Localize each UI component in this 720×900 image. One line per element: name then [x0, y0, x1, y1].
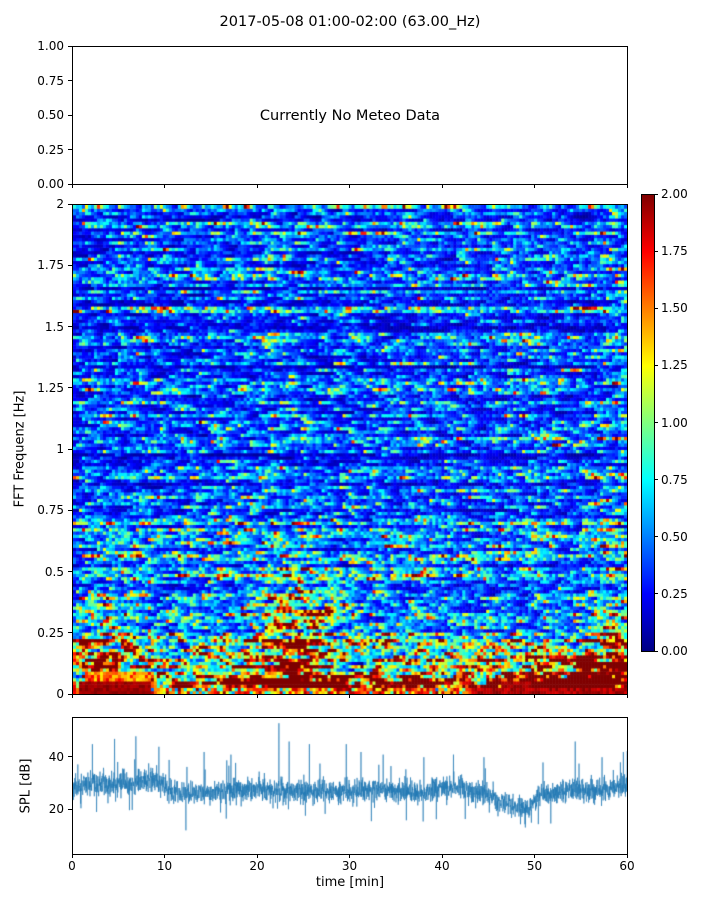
spec-y-tick	[68, 387, 72, 389]
meteo-x-tick	[256, 184, 258, 188]
colorbar-tick-label: 1.50	[661, 301, 688, 316]
spl-x-tick	[164, 854, 165, 858]
spec-y-tick-label: 0.5	[44, 564, 64, 579]
spl-x-tick-label: 50	[526, 859, 543, 873]
meteo-y-tick	[68, 149, 72, 150]
spl-panel	[72, 717, 628, 855]
spl-line-plot	[73, 718, 627, 854]
meteo-x-tick	[626, 184, 628, 188]
meteo-y-tick	[68, 114, 72, 116]
meteo-y-tick-label: 0.25	[37, 142, 64, 157]
meteo-panel: Currently No Meteo Data	[72, 46, 628, 185]
colorbar-tick	[654, 364, 658, 366]
spec-x-tick	[349, 694, 350, 698]
spl-y-tick-label: 20	[48, 802, 64, 817]
colorbar-tick	[654, 536, 658, 538]
meteo-y-tick	[68, 45, 72, 47]
colorbar-tick	[654, 650, 658, 652]
spl-x-tick-label: 20	[249, 859, 265, 873]
colorbar-tick	[654, 479, 658, 481]
spec-x-tick	[441, 694, 443, 698]
spl-x-tick	[626, 854, 628, 858]
spl-x-tick	[534, 854, 535, 858]
spectrogram-panel	[72, 204, 628, 695]
no-meteo-data-message: Currently No Meteo Data	[259, 107, 441, 124]
colorbar-tick-label: 0.50	[661, 529, 688, 544]
meteo-y-tick-label: 0.75	[37, 73, 64, 88]
spec-y-tick-label: 1	[56, 442, 64, 456]
spl-y-tick	[68, 808, 72, 810]
colorbar-tick	[654, 193, 658, 195]
meteo-x-tick	[534, 184, 535, 188]
spec-x-tick	[71, 694, 73, 698]
spec-y-tick-label: 0	[56, 687, 64, 701]
spec-y-tick-label: 1.75	[37, 258, 64, 273]
spl-x-tick	[441, 854, 443, 858]
spl-x-tick-label: 40	[434, 859, 450, 873]
spec-y-tick-label: 0.75	[37, 503, 64, 518]
meteo-x-tick	[349, 184, 350, 188]
colorbar-tick	[654, 307, 658, 309]
colorbar-tick	[654, 422, 658, 423]
meteo-y-tick	[68, 80, 72, 81]
colorbar-tick	[654, 593, 658, 595]
spl-x-tick-label: 30	[341, 859, 358, 873]
colorbar-tick-label: 0.25	[661, 586, 688, 601]
spl-x-tick	[349, 854, 350, 858]
meteo-y-tick-label: 0.50	[37, 108, 64, 122]
meteo-y-tick-label: 0.00	[37, 177, 64, 191]
colorbar-tick-label: 2.00	[661, 187, 688, 201]
spec-y-tick-label: 2	[56, 197, 64, 211]
spec-y-tick	[68, 632, 72, 634]
spl-x-tick	[256, 854, 258, 858]
colorbar-tick-label: 1.75	[661, 244, 688, 259]
spec-y-tick	[68, 264, 72, 266]
figure-title: 2017-05-08 01:00-02:00 (63.00_Hz)	[219, 14, 481, 30]
spec-y-tick	[68, 571, 72, 572]
spl-x-tick-label: 10	[156, 859, 173, 873]
spec-y-tick	[68, 509, 72, 511]
spec-x-tick	[256, 694, 258, 698]
spec-x-tick	[626, 694, 628, 698]
spl-x-tick	[71, 854, 73, 858]
colorbar-tick	[654, 250, 658, 252]
spec-x-tick	[164, 694, 165, 698]
meteo-y-tick	[68, 183, 72, 185]
colorbar-tick-label: 0.00	[661, 644, 688, 658]
spl-y-tick-label: 40	[48, 749, 64, 764]
colorbar-tick-label: 0.75	[661, 472, 688, 487]
spec-y-tick	[68, 326, 72, 327]
spl-x-tick-label: 60	[619, 859, 635, 873]
colorbar-tick-label: 1.00	[661, 415, 688, 430]
time-axis-label: time [min]	[315, 875, 385, 890]
spec-y-tick-label: 1.5	[44, 319, 64, 334]
meteo-x-tick	[71, 184, 73, 188]
spec-y-tick-label: 1.25	[37, 380, 64, 395]
spl-x-tick-label: 0	[68, 859, 76, 873]
meteo-x-tick	[164, 184, 165, 188]
meteo-y-tick-label: 1.00	[37, 39, 64, 53]
meteo-x-tick	[441, 184, 443, 188]
colorbar	[641, 194, 655, 652]
spectrogram-heatmap	[73, 205, 627, 694]
spec-y-tick	[68, 693, 72, 695]
spec-x-tick	[534, 694, 535, 698]
spl-y-tick	[68, 756, 72, 758]
spec-y-tick-label: 0.25	[37, 625, 64, 640]
spec-y-tick	[68, 448, 72, 450]
spec-y-tick	[68, 203, 72, 205]
colorbar-tick-label: 1.25	[661, 358, 688, 373]
